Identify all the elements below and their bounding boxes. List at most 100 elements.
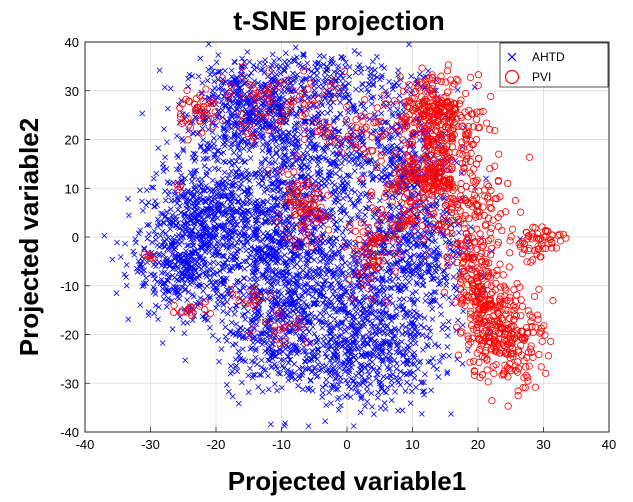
data-point-ahtd [203, 169, 210, 176]
data-point-ahtd [221, 169, 228, 176]
data-point-ahtd [209, 129, 216, 135]
data-point-ahtd [185, 76, 191, 82]
data-point-ahtd [184, 242, 190, 249]
data-point-ahtd [240, 136, 246, 143]
data-point-ahtd [240, 241, 247, 247]
data-point-ahtd [209, 252, 216, 259]
data-point-ahtd [211, 78, 218, 85]
data-point-ahtd [192, 151, 199, 157]
data-point-ahtd [235, 101, 242, 107]
data-point-ahtd [282, 50, 289, 56]
data-point-ahtd [150, 184, 157, 191]
data-point-ahtd [253, 122, 260, 128]
data-point-ahtd [240, 103, 246, 110]
data-point-ahtd [247, 155, 254, 162]
data-point-ahtd [251, 66, 258, 73]
data-point-ahtd [278, 89, 285, 95]
data-point-ahtd [233, 74, 240, 81]
data-point-ahtd [257, 67, 264, 73]
data-point-ahtd [214, 157, 221, 164]
data-point-ahtd [235, 198, 241, 205]
data-point-ahtd [217, 185, 224, 192]
data-point-ahtd [253, 141, 259, 147]
data-point-ahtd [189, 239, 196, 246]
data-point-ahtd [220, 126, 227, 133]
data-point-ahtd [215, 240, 222, 247]
data-point-ahtd [137, 187, 143, 194]
data-point-ahtd [191, 168, 198, 174]
data-point-ahtd [301, 118, 307, 125]
data-point-ahtd [159, 160, 166, 167]
data-point-ahtd [165, 274, 172, 281]
data-point-ahtd [178, 172, 185, 179]
data-point-ahtd [255, 213, 262, 220]
data-point-ahtd [144, 222, 150, 228]
data-point-ahtd [113, 290, 120, 297]
data-point-ahtd [221, 133, 228, 140]
data-point-ahtd [305, 66, 312, 73]
data-point-ahtd [248, 191, 254, 198]
data-point-ahtd [166, 180, 173, 187]
data-point-ahtd [182, 357, 189, 364]
chart-title: t-SNE projection [233, 6, 445, 36]
data-point-ahtd [238, 172, 245, 179]
data-point-ahtd [273, 71, 280, 78]
data-point-ahtd [321, 79, 327, 86]
data-point-ahtd [203, 155, 209, 162]
data-point-ahtd [176, 119, 183, 126]
data-point-ahtd [234, 106, 241, 113]
data-point-ahtd [199, 80, 206, 86]
data-point-ahtd [271, 134, 278, 141]
data-point-ahtd [228, 67, 235, 74]
data-point-ahtd [271, 58, 277, 64]
data-point-ahtd [239, 55, 245, 62]
data-point-ahtd [212, 187, 219, 194]
data-point-ahtd [236, 147, 243, 154]
data-point-ahtd [180, 148, 187, 154]
data-point-ahtd [163, 208, 170, 215]
data-point-ahtd [222, 139, 228, 146]
data-point-ahtd [200, 137, 206, 143]
data-point-ahtd [199, 176, 205, 183]
data-point-ahtd [273, 144, 280, 150]
data-point-ahtd [259, 66, 266, 73]
data-point-ahtd [281, 78, 288, 85]
data-point-ahtd [125, 195, 131, 202]
data-point-ahtd [189, 220, 196, 226]
data-point-ahtd [174, 152, 180, 158]
data-point-ahtd [223, 88, 230, 95]
data-point-ahtd [189, 227, 196, 233]
data-point-ahtd [217, 68, 224, 75]
data-point-ahtd [250, 115, 257, 122]
data-point-ahtd [311, 82, 317, 89]
data-point-ahtd [137, 302, 144, 308]
data-point-ahtd [235, 143, 242, 149]
data-point-ahtd [159, 228, 166, 235]
data-point-ahtd [266, 125, 273, 132]
data-point-ahtd [180, 146, 187, 153]
data-point-ahtd [215, 93, 222, 99]
data-point-ahtd [262, 120, 269, 126]
data-point-ahtd [123, 282, 130, 289]
data-point-ahtd [209, 87, 216, 94]
data-point-ahtd [218, 84, 225, 91]
data-point-ahtd [167, 85, 174, 92]
data-point-ahtd [290, 134, 297, 140]
data-point-ahtd [123, 261, 130, 268]
data-point-ahtd [173, 166, 180, 173]
data-point-ahtd [209, 177, 216, 184]
data-point-ahtd [255, 79, 262, 86]
data-point-ahtd [176, 166, 183, 173]
data-point-ahtd [186, 71, 193, 78]
data-point-ahtd [193, 167, 200, 174]
data-point-ahtd [242, 106, 249, 113]
data-point-ahtd [214, 108, 221, 115]
data-point-ahtd [227, 306, 233, 312]
data-point-ahtd [201, 187, 208, 194]
data-point-ahtd [261, 69, 268, 76]
data-point-ahtd [228, 189, 235, 196]
data-point-ahtd [232, 80, 239, 87]
data-point-ahtd [155, 304, 162, 310]
data-point-ahtd [143, 187, 150, 193]
data-point-ahtd [222, 67, 228, 74]
